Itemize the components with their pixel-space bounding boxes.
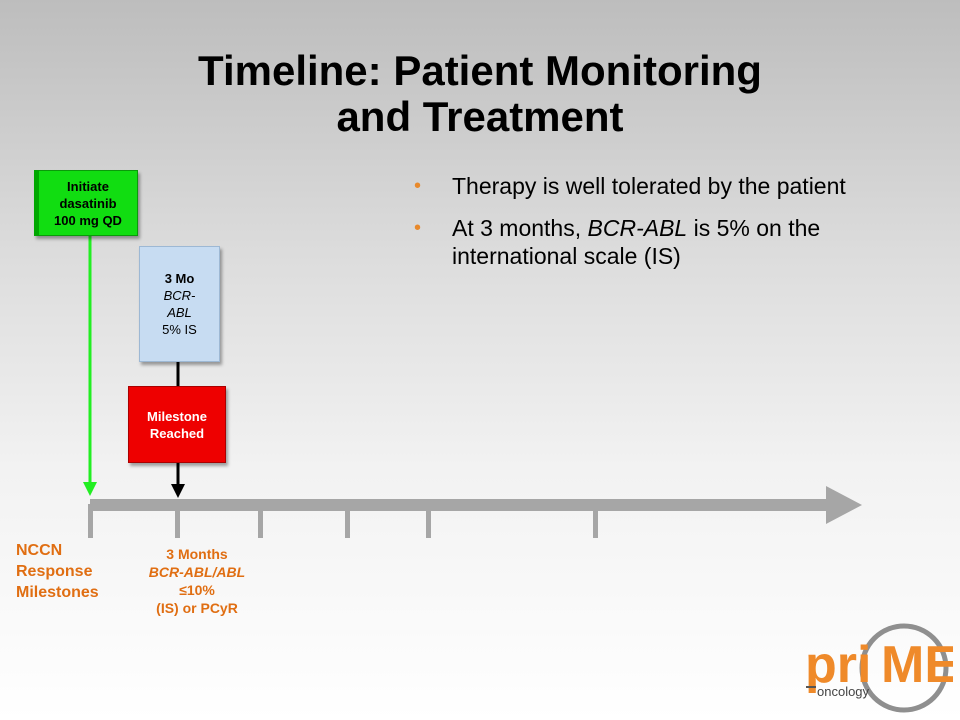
slide-title: Timeline: Patient Monitoring and Treatme… xyxy=(0,48,960,140)
timeline-bar xyxy=(90,499,828,511)
milestone-line-1: Milestone xyxy=(147,408,207,424)
bullet-text-2-suffix: is 5% on the international scale (IS) xyxy=(452,215,821,269)
month3-milestone-line-2: BCR-ABL/ABL ≤10% xyxy=(117,563,277,599)
bullet-item: At 3 months, BCR-ABL is 5% on the intern… xyxy=(414,214,934,270)
logo-text-oncology: oncology xyxy=(817,684,870,699)
logo-text-me: ME xyxy=(881,636,953,694)
bullet-text-2-prefix: At 3 months, xyxy=(452,215,588,241)
logo-text-pri: pri xyxy=(805,636,871,694)
month3-line-1: 3 Mo xyxy=(164,271,195,286)
month3-line-2: BCR- xyxy=(163,288,196,303)
month3-milestone-line-2-rest: ≤10% xyxy=(179,582,215,598)
month3-milestone-line-3: (IS) or PCyR xyxy=(156,600,238,616)
timeline-tick xyxy=(88,504,93,538)
bullet-text-2-italic: BCR-ABL xyxy=(587,215,688,241)
initiate-line-3: 100 mg QD xyxy=(54,212,122,228)
bullet-list: Therapy is well tolerated by the patient… xyxy=(414,172,934,284)
month3-milestone-line-1: 3 Months xyxy=(166,546,228,562)
month3-milestone-label: 3 Months BCR-ABL/ABL ≤10% (IS) or PCyR xyxy=(117,545,277,617)
logo-ring xyxy=(859,623,949,713)
title-line-2: and Treatment xyxy=(336,93,624,140)
initiate-dasatinib-box: Initiate dasatinib 100 mg QD xyxy=(34,170,138,236)
logo-underline xyxy=(806,686,816,688)
milestone-line-2: Reached xyxy=(149,425,205,441)
timeline-tick xyxy=(345,504,350,538)
month3-line-4: 5% IS xyxy=(162,322,197,337)
bullet-item: Therapy is well tolerated by the patient xyxy=(414,172,934,200)
nccn-line-1: NCCN xyxy=(16,542,63,559)
month3-line-3: ABL xyxy=(167,305,192,320)
nccn-line-2: Response xyxy=(16,563,93,580)
initiate-line-1: Initiate xyxy=(67,178,109,194)
milestone-reached-box: Milestone Reached xyxy=(128,386,226,463)
timeline-arrowhead xyxy=(826,486,862,524)
month3-result-box: 3 Mo BCR- ABL 5% IS xyxy=(139,246,220,362)
milestone-arrowhead xyxy=(171,484,185,498)
prime-oncology-logo: pri ME oncology xyxy=(805,623,953,713)
month3-milestone-line-2-italic: BCR-ABL/ABL xyxy=(148,564,246,580)
bullet-text-1: Therapy is well tolerated by the patient xyxy=(452,173,846,199)
timeline-tick xyxy=(426,504,431,538)
timeline-tick xyxy=(175,504,180,538)
initiate-arrowhead xyxy=(83,482,97,496)
nccn-milestones-label: NCCN Response Milestones xyxy=(16,540,99,603)
nccn-line-3: Milestones xyxy=(16,584,99,601)
timeline-tick xyxy=(258,504,263,538)
timeline-tick xyxy=(593,504,598,538)
title-line-1: Timeline: Patient Monitoring xyxy=(198,47,762,94)
initiate-line-2: dasatinib xyxy=(59,195,117,211)
